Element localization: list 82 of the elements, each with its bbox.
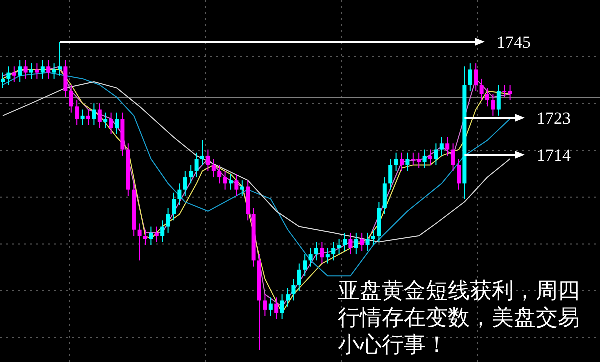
- candlestick: [35, 63, 40, 80]
- candlestick: [46, 60, 51, 80]
- candlestick: [115, 112, 119, 135]
- candlestick: [320, 242, 324, 264]
- candlestick: [343, 232, 347, 252]
- candlestick: [80, 109, 85, 126]
- candlestick: [229, 174, 233, 190]
- candlestick: [223, 170, 228, 190]
- candlestick: [308, 248, 313, 268]
- candlestick: [480, 78, 484, 102]
- candlestick: [446, 136, 450, 156]
- candlestick: [218, 164, 222, 184]
- candlestick: [348, 232, 353, 256]
- candlestick: [486, 88, 490, 108]
- candlestick: [30, 63, 34, 80]
- candlestick: [297, 263, 302, 292]
- candlestick: [451, 143, 456, 172]
- candlestick: [502, 84, 507, 98]
- candlestick: [240, 180, 244, 196]
- candlestick: [354, 232, 358, 256]
- candlestick: [360, 232, 364, 252]
- candlestick: [326, 248, 330, 264]
- candlestick: [206, 149, 210, 172]
- candlestick: [366, 232, 370, 252]
- candlestick: [286, 288, 290, 308]
- candlestick: [303, 254, 308, 277]
- candlestick: [69, 84, 74, 114]
- candlestick: [12, 66, 16, 83]
- candlestick: [92, 103, 96, 126]
- candlestick: [18, 60, 22, 83]
- candlestick: [104, 112, 108, 129]
- candlestick: [138, 223, 142, 262]
- candlestick: [234, 174, 239, 196]
- candlestick: [183, 170, 188, 196]
- candlestick: [491, 94, 496, 116]
- candlestick: [166, 208, 170, 234]
- candlestick: [314, 242, 318, 262]
- candlestick: [434, 143, 438, 166]
- candlestick: [40, 60, 45, 80]
- candlestick: [422, 149, 427, 169]
- candlestick: [194, 152, 199, 178]
- candlestick: [172, 192, 176, 222]
- candlestick: [274, 297, 279, 320]
- candlestick: [200, 140, 204, 166]
- text: 1714: [537, 146, 572, 165]
- candlestick: [263, 294, 268, 317]
- candlestick: [86, 109, 90, 126]
- candlestick: [474, 63, 478, 92]
- candlestick: [75, 100, 80, 126]
- candlestick: [52, 63, 56, 80]
- candlestick: [292, 278, 296, 302]
- candlestick: [268, 297, 273, 317]
- candlestick: [24, 60, 28, 80]
- annotation: 亚盘黄金短线获利，周四行情存在变数，美盘交易小心行事！: [338, 278, 580, 357]
- candlestick: [178, 183, 182, 206]
- candlestick: [144, 229, 148, 246]
- candlestick: [428, 149, 432, 166]
- candlestick: [149, 226, 154, 246]
- candlestick: [280, 294, 284, 320]
- text: 1723: [537, 109, 571, 128]
- candlestick: [400, 152, 404, 172]
- candlestick: [388, 158, 393, 190]
- candlestick: [406, 152, 410, 172]
- candlestick: [58, 42, 62, 76]
- candlestick: [6, 66, 11, 86]
- candlestick: [1, 72, 5, 89]
- candlestick: [337, 238, 342, 256]
- candlestick: [332, 242, 336, 262]
- candlestick: [468, 63, 472, 92]
- candlestick: [440, 136, 444, 156]
- candlestick: [457, 158, 461, 190]
- candlestick: [160, 220, 165, 243]
- candlestick: [98, 103, 102, 129]
- annotation: 1745: [497, 33, 531, 52]
- candlestick: [394, 152, 398, 172]
- candlestick: [154, 226, 159, 243]
- candlestick: [212, 158, 216, 178]
- candlestick: [496, 84, 501, 116]
- candlestick: [372, 229, 376, 246]
- candlestick: [109, 112, 114, 135]
- candlestick: [508, 84, 512, 102]
- candlestick: [189, 164, 194, 184]
